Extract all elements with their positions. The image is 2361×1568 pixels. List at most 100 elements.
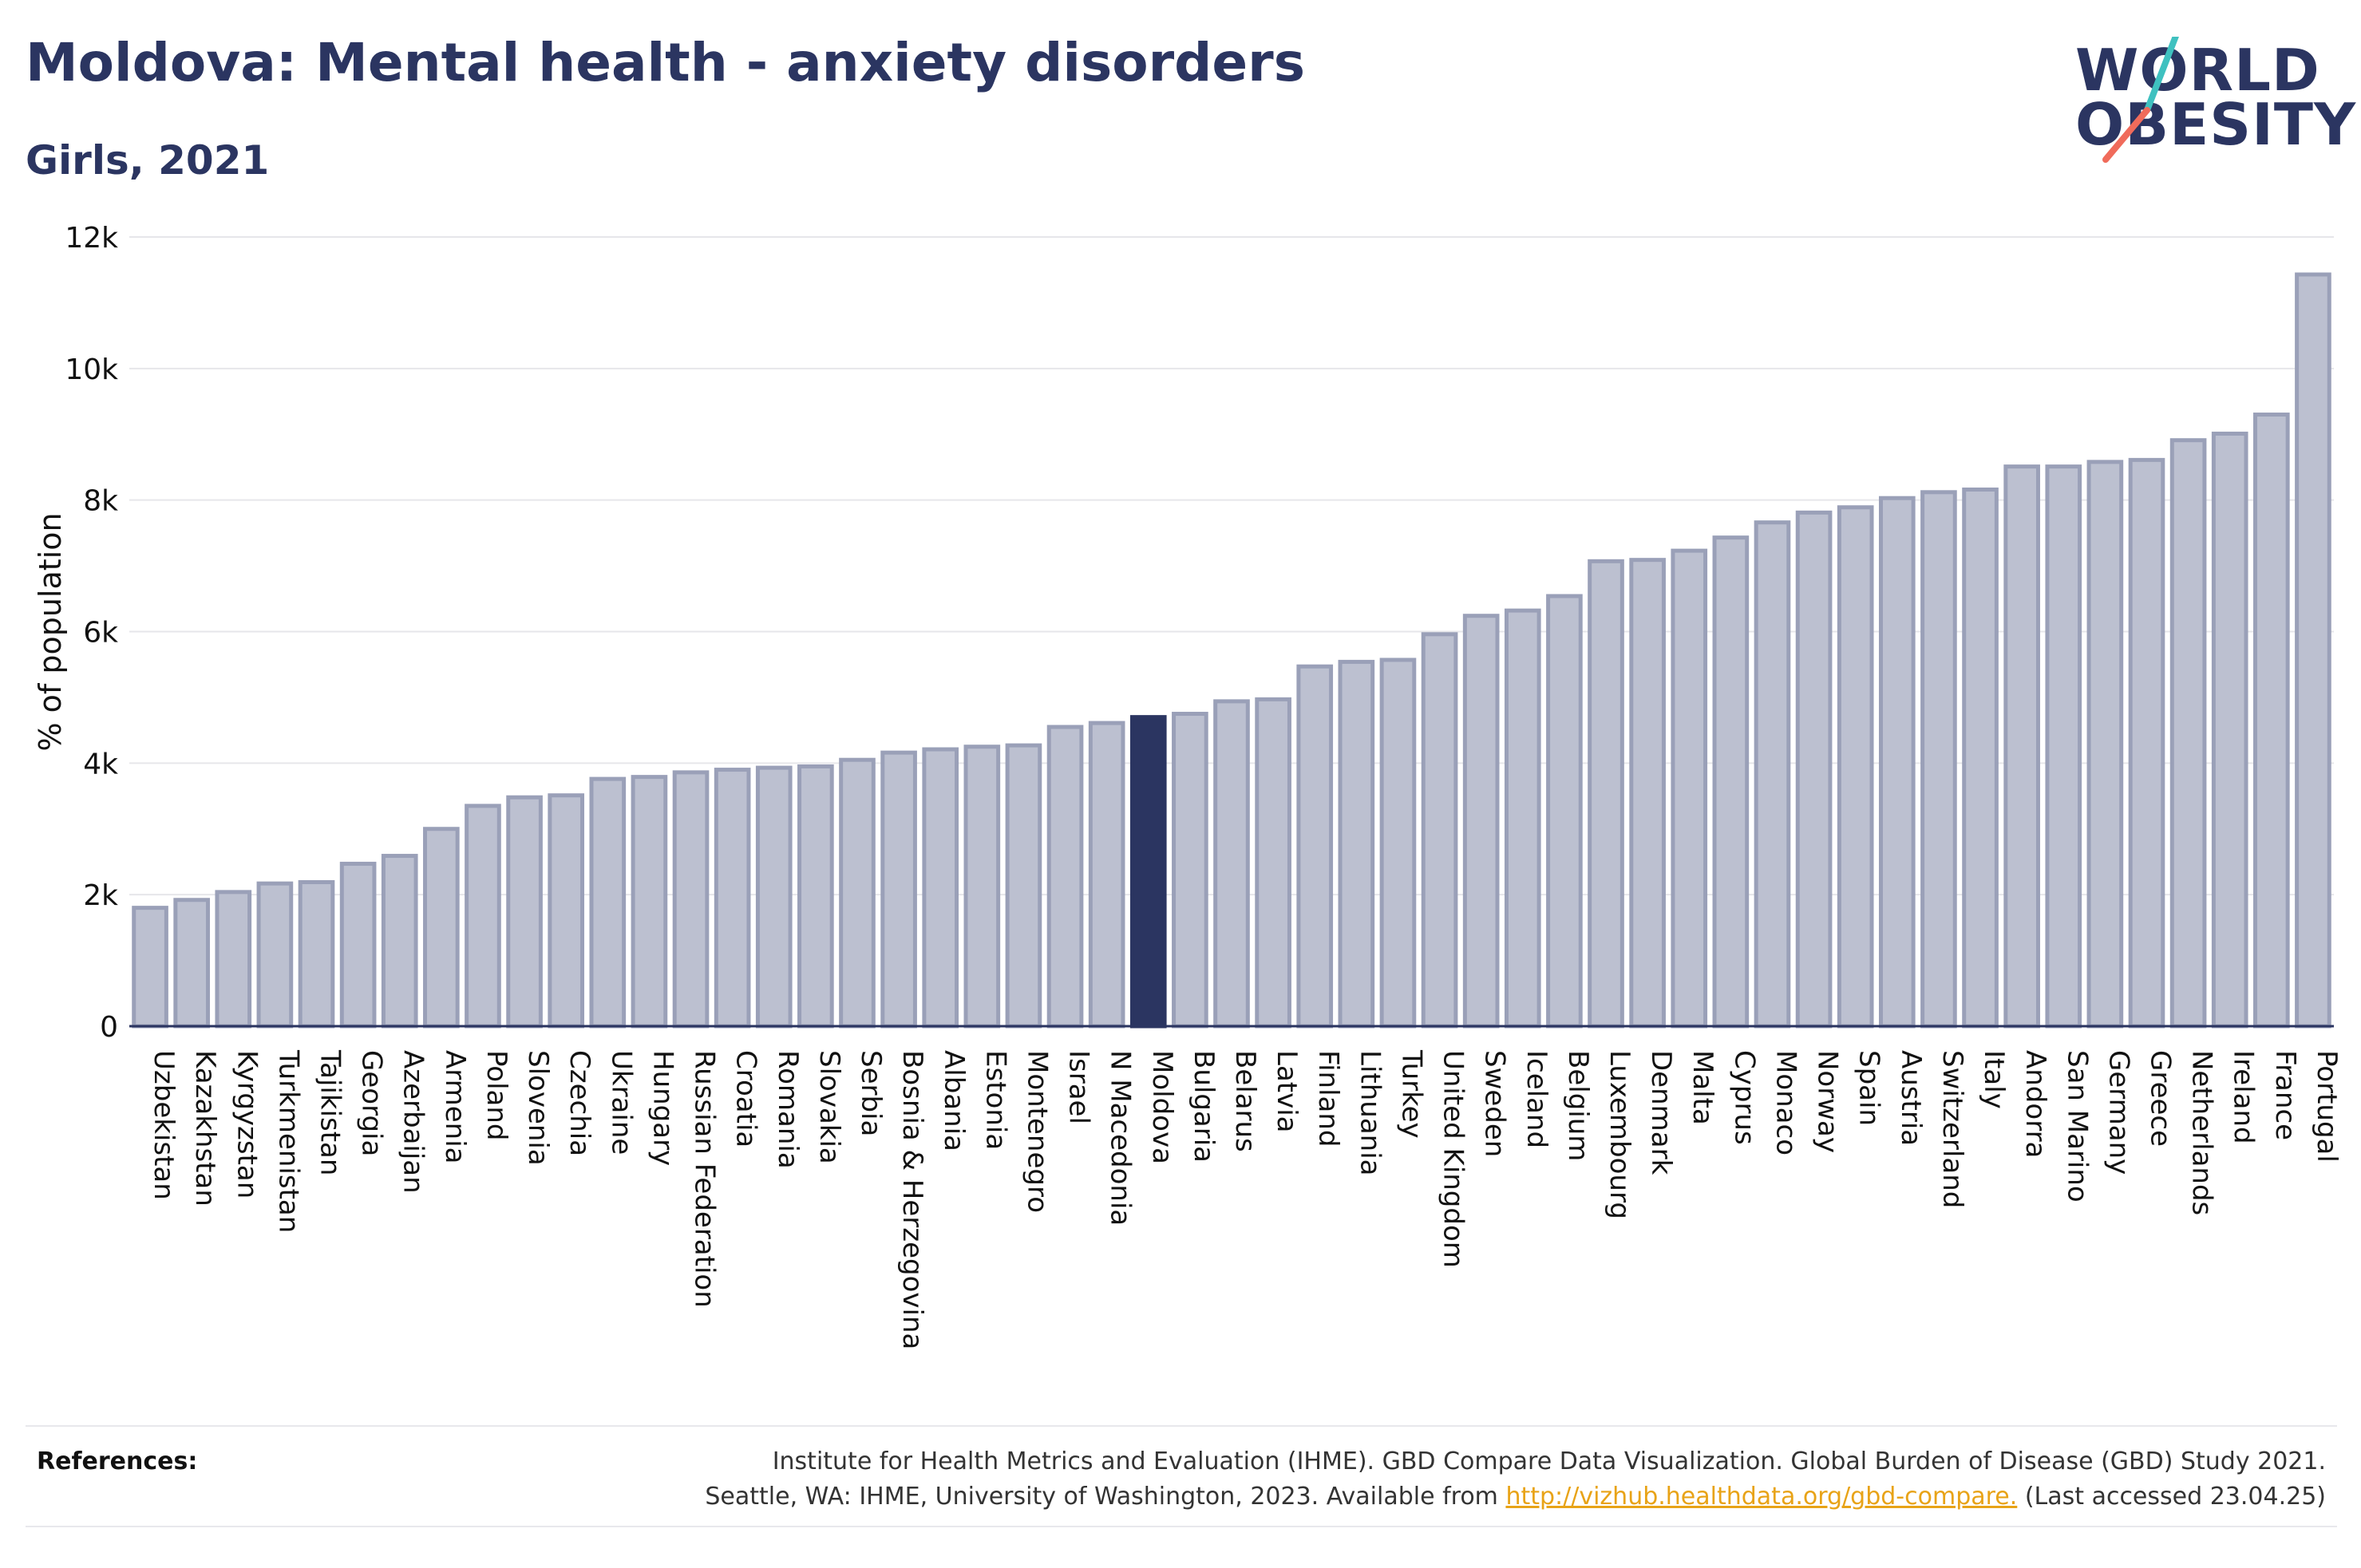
bar-tajikistan bbox=[298, 880, 335, 1029]
bar-ireland bbox=[2211, 431, 2248, 1029]
bar-sweden bbox=[1462, 614, 1500, 1029]
y-tick-label: 8k bbox=[83, 485, 118, 518]
x-tick-label: Belarus bbox=[1229, 1050, 1261, 1152]
x-tick-label: Ukraine bbox=[605, 1050, 637, 1155]
x-tick-label: Iceland bbox=[1521, 1050, 1552, 1148]
x-tick-label: Finland bbox=[1312, 1050, 1344, 1147]
bar-uzbekistan bbox=[132, 906, 168, 1029]
y-tick-labels: 0 2k 4k 6k 8k 10k 12k bbox=[65, 222, 118, 1044]
x-tick-label: Latvia bbox=[1271, 1050, 1303, 1133]
x-tick-label: Tajikistan bbox=[314, 1049, 346, 1175]
bar-chart: 0 2k 4k 6k 8k 10k 12k Uzbekistan Kazakhstan Kyrg… bbox=[33, 222, 2343, 1349]
bar-netherlands bbox=[2169, 438, 2207, 1029]
x-tick-label: Azerbaijan bbox=[397, 1050, 429, 1194]
x-tick-label: Kazakhstan bbox=[189, 1050, 221, 1207]
bar-serbia bbox=[839, 757, 876, 1029]
x-tick-label: Turkmenistan bbox=[272, 1049, 304, 1233]
x-tick-label: Poland bbox=[481, 1050, 512, 1141]
x-tick-label: Romania bbox=[772, 1050, 804, 1169]
x-tick-label: Hungary bbox=[647, 1050, 678, 1166]
x-tick-label: Slovakia bbox=[813, 1050, 845, 1164]
bar-united-kingdom bbox=[1421, 632, 1458, 1029]
bar-slovenia bbox=[506, 795, 543, 1029]
bar-switzerland bbox=[1920, 490, 1957, 1029]
bar-romania bbox=[755, 765, 793, 1029]
references-line-2-prefix: Seattle, WA: IHME, University of Washing… bbox=[705, 1483, 1506, 1511]
references-text: Institute for Health Metrics and Evaluat… bbox=[705, 1444, 2326, 1515]
x-tick-label: Turkey bbox=[1395, 1049, 1427, 1139]
bar-france bbox=[2253, 413, 2290, 1029]
bar-estonia bbox=[963, 745, 1001, 1029]
bar-slovakia bbox=[797, 764, 834, 1029]
x-tick-label: Lithuania bbox=[1354, 1050, 1386, 1175]
y-tick-label: 12k bbox=[65, 222, 118, 255]
x-tick-labels: Uzbekistan Kazakhstan Kyrgyzstan Turkmenist… bbox=[148, 1049, 2343, 1349]
bar-portugal bbox=[2295, 272, 2331, 1029]
bar-czechia bbox=[548, 793, 585, 1029]
references-line-1: Institute for Health Metrics and Evaluat… bbox=[772, 1448, 2326, 1475]
bar-latvia bbox=[1255, 697, 1291, 1029]
x-tick-label: Uzbekistan bbox=[148, 1050, 180, 1200]
x-tick-label: Cyprus bbox=[1728, 1050, 1760, 1145]
bar-kyrgyzstan bbox=[215, 890, 252, 1029]
x-tick-label: Slovenia bbox=[522, 1050, 554, 1166]
x-tick-label: Serbia bbox=[855, 1050, 887, 1136]
x-tick-label: Malta bbox=[1687, 1050, 1718, 1125]
bar-n-macedonia bbox=[1088, 721, 1125, 1029]
bar-luxembourg bbox=[1588, 559, 1624, 1029]
bar-andorra bbox=[2003, 464, 2040, 1029]
footer-divider-bottom bbox=[26, 1526, 2337, 1527]
bar-azerbaijan bbox=[381, 854, 418, 1029]
bar-spain bbox=[1837, 505, 1874, 1029]
references-link[interactable]: http://vizhub.healthdata.org/gbd-compare… bbox=[1505, 1483, 2018, 1511]
x-tick-label: Monaco bbox=[1770, 1050, 1801, 1155]
x-tick-label: Portugal bbox=[2311, 1050, 2343, 1163]
bar-ukraine bbox=[589, 776, 627, 1029]
bar-kazakhstan bbox=[173, 898, 210, 1029]
bar-austria bbox=[1878, 496, 1916, 1029]
logo-text-world: WORLD bbox=[2075, 37, 2320, 104]
bar-denmark bbox=[1629, 558, 1666, 1029]
x-tick-label: Austria bbox=[1895, 1050, 1927, 1146]
bar-san-marino bbox=[2045, 464, 2082, 1029]
bar-poland bbox=[465, 804, 501, 1029]
bar-bosnia-herzegovina bbox=[880, 750, 917, 1029]
x-tick-label: Ireland bbox=[2228, 1050, 2260, 1144]
x-tick-label: Georgia bbox=[356, 1050, 388, 1156]
references-line-2-suffix: (Last accessed 23.04.25) bbox=[2017, 1483, 2326, 1511]
x-tick-label: Bulgaria bbox=[1188, 1050, 1220, 1163]
chart-subtitle: Girls, 2021 bbox=[26, 137, 270, 184]
bar-turkey bbox=[1379, 658, 1417, 1029]
references-line-2: Seattle, WA: IHME, University of Washing… bbox=[705, 1479, 2326, 1515]
bar-armenia bbox=[423, 827, 460, 1029]
world-obesity-logo: WORLD OBESITY bbox=[2075, 37, 2355, 172]
x-tick-label: Italy bbox=[1978, 1050, 2010, 1109]
bar-albania bbox=[922, 747, 959, 1029]
y-axis-label: % of population bbox=[33, 512, 68, 751]
x-tick-label: Andorra bbox=[2019, 1050, 2051, 1158]
bar-italy bbox=[1962, 487, 1999, 1029]
x-tick-label: France bbox=[2269, 1050, 2301, 1140]
x-tick-label: Kyrgyzstan bbox=[231, 1050, 263, 1199]
chart-title: Moldova: Mental health - anxiety disorde… bbox=[26, 32, 1305, 93]
bar-montenegro bbox=[1005, 743, 1042, 1029]
x-tick-label: Moldova bbox=[1146, 1050, 1178, 1164]
x-tick-label: Luxembourg bbox=[1604, 1050, 1635, 1219]
x-tick-label: Albania bbox=[938, 1050, 970, 1151]
x-tick-label: Germany bbox=[2102, 1050, 2134, 1175]
bar-germany bbox=[2086, 460, 2124, 1029]
bar-finland bbox=[1296, 664, 1334, 1029]
y-tick-label: 2k bbox=[83, 879, 118, 912]
bar-iceland bbox=[1504, 608, 1541, 1029]
x-tick-label: Estonia bbox=[979, 1050, 1011, 1150]
logo-text-obesity: OBESITY bbox=[2075, 91, 2357, 158]
bar-monaco bbox=[1754, 520, 1791, 1029]
x-tick-label: San Marino bbox=[2061, 1050, 2093, 1203]
x-tick-label: Montenegro bbox=[1021, 1050, 1053, 1213]
y-tick-label: 0 bbox=[100, 1011, 118, 1044]
bar-russian-federation bbox=[672, 770, 710, 1029]
y-tick-label: 10k bbox=[65, 353, 118, 386]
x-tick-label: Belgium bbox=[1562, 1050, 1594, 1161]
footer-divider-top bbox=[26, 1425, 2337, 1427]
logo-slash-icon bbox=[2102, 37, 2179, 163]
